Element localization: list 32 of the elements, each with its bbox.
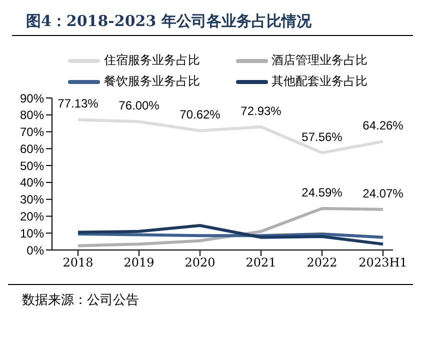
y-tick-label: 80%	[20, 108, 44, 122]
x-tick-label: 2022	[306, 256, 338, 270]
line-series	[76, 224, 384, 246]
y-tick-label: 70%	[20, 125, 44, 140]
x-tick-label: 2021	[246, 256, 276, 270]
data-label: 77.13%	[58, 96, 99, 111]
source-note: 数据来源：公司公告	[22, 292, 140, 309]
y-tick-label: 40%	[20, 176, 44, 190]
data-label: 70.62%	[180, 108, 221, 122]
legend-label: 其他配套业务占比	[272, 73, 368, 90]
y-tick-label: 60%	[20, 142, 44, 156]
data-label: 24.07%	[362, 186, 404, 200]
y-tick-label: 90%	[20, 91, 44, 106]
line-series	[76, 206, 384, 248]
chart-title: 图4：2018-2023 年公司各业务占比情况	[12, 8, 413, 36]
y-tick-label: 10%	[20, 226, 44, 240]
legend-label: 住宿服务业务占比	[104, 52, 200, 69]
data-label: 72.93%	[240, 104, 282, 118]
legend-label: 餐饮服务业务占比	[104, 73, 200, 90]
x-tick-label: 2020	[184, 256, 216, 270]
y-tick-label: 0%	[26, 243, 44, 258]
x-tick-label: 2018	[62, 256, 94, 270]
data-label: 76.00%	[118, 98, 160, 113]
x-tick-label: 2023H1	[358, 256, 408, 270]
legend-label: 酒店管理业务占比	[272, 52, 368, 69]
data-label: 64.26%	[362, 118, 404, 132]
y-tick-label: 50%	[20, 158, 44, 173]
data-label: 24.59%	[302, 185, 343, 200]
y-tick-label: 20%	[20, 209, 44, 224]
y-tick-label: 30%	[20, 192, 44, 207]
data-label: 57.56%	[302, 130, 343, 144]
x-tick-label: 2019	[124, 256, 154, 270]
